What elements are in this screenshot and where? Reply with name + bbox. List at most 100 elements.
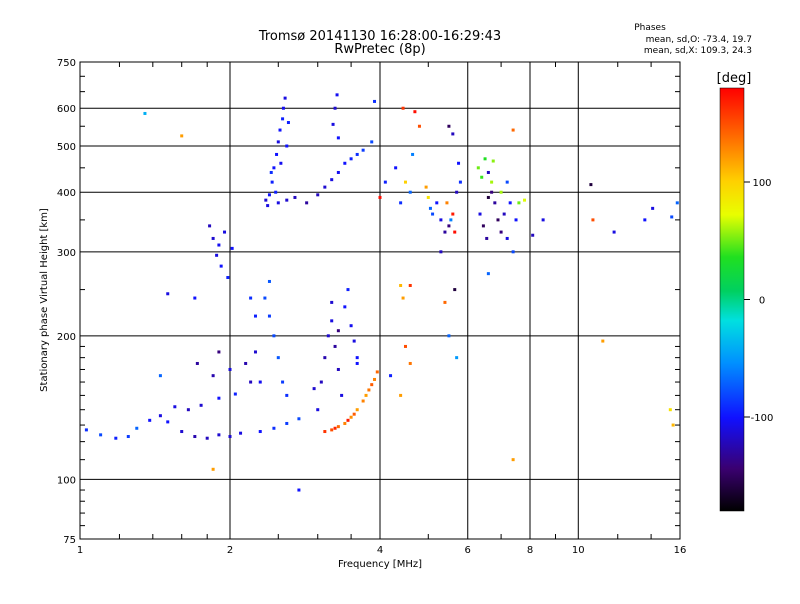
scatter-point (305, 201, 309, 205)
scatter-point (331, 122, 335, 126)
scatter-point (591, 218, 595, 222)
scatter-point (166, 420, 170, 424)
scatter-point (253, 350, 257, 354)
scatter-point (281, 380, 285, 384)
axis-ticks: 1 2 4 6 8 10 16 75 100 200 300 400 500 600 750 (57, 58, 686, 556)
scatter-point (453, 230, 457, 234)
scatter-point (346, 418, 350, 422)
scatter-point (417, 124, 421, 128)
scatter-point (228, 367, 232, 371)
scatter-point (269, 170, 273, 174)
scatter-point (326, 334, 330, 338)
scatter-point (166, 292, 170, 296)
scatter-point (394, 166, 398, 170)
scatter-point (499, 230, 503, 234)
scatter-point (340, 393, 344, 397)
scatter-point (193, 435, 197, 439)
plot-frame (79, 61, 681, 540)
scatter-point (312, 387, 316, 391)
scatter-point (439, 218, 443, 222)
scatter-point (219, 264, 223, 268)
scatter-point (186, 408, 190, 412)
scatter-point (285, 393, 289, 397)
chart-subtitle: RwPretec (8p) (334, 42, 425, 57)
scatter-point (352, 339, 356, 343)
y-tick-label: 400 (57, 188, 76, 199)
scatter-point (355, 152, 359, 156)
scatter-point (158, 374, 162, 378)
x-tick-label: 16 (674, 545, 687, 556)
scatter-point (443, 300, 447, 304)
scatter-point (443, 230, 447, 234)
scatter-point (343, 161, 347, 165)
scatter-point (335, 93, 339, 97)
scatter-point (285, 144, 289, 148)
colorbar-tick-label: 100 (752, 178, 771, 189)
scatter-point (84, 428, 88, 432)
scatter-point (323, 185, 327, 189)
scatter-point (361, 148, 365, 152)
scatter-point (375, 370, 379, 374)
scatter-point (458, 180, 462, 184)
scatter-point (148, 418, 152, 422)
scatter-point (589, 183, 593, 187)
scatter-point (346, 288, 350, 292)
scatter-point (431, 212, 435, 216)
scatter-point (408, 361, 412, 365)
scatter-point (323, 430, 327, 434)
scatter-point (173, 405, 177, 409)
scatter-point (612, 230, 616, 234)
scatter-point (447, 224, 451, 228)
stats-x-line: mean, sd,X: 109.3, 24.3 (644, 46, 752, 56)
scatter-point (486, 195, 490, 199)
scatter-point (499, 190, 503, 194)
scatter-point (403, 180, 407, 184)
scatter-point (408, 190, 412, 194)
scatter-point (180, 430, 184, 434)
scatter-point (426, 195, 430, 199)
scatter-point (330, 178, 334, 182)
scatter-point (493, 201, 497, 205)
scatter-point (413, 110, 417, 114)
scatter-point (481, 224, 485, 228)
data-points (84, 93, 679, 492)
scatter-point (217, 433, 221, 437)
scatter-point (352, 412, 356, 416)
scatter-point (355, 361, 359, 365)
scatter-point (272, 334, 276, 338)
scatter-point (244, 361, 248, 365)
x-tick-label: 2 (227, 545, 233, 556)
scatter-point (233, 392, 237, 396)
scatter-point (158, 414, 162, 418)
scatter-point (333, 344, 337, 348)
scatter-point (451, 132, 455, 136)
scatter-point (266, 204, 270, 208)
scatter-point (457, 161, 461, 165)
scatter-point (505, 180, 509, 184)
scatter-point (355, 356, 359, 360)
scatter-point (258, 430, 262, 434)
scatter-point (485, 236, 489, 240)
scatter-point (285, 198, 289, 202)
scatter-point (297, 417, 301, 421)
scatter-point (276, 356, 280, 360)
scatter-point (316, 408, 320, 412)
scatter-point (286, 121, 290, 125)
scatter-point (349, 157, 353, 161)
scatter-point (401, 296, 405, 300)
scatter-point (447, 124, 451, 128)
scatter-point (383, 180, 387, 184)
scatter-point (601, 339, 605, 343)
scatter-point (336, 329, 340, 333)
scatter-point (215, 253, 219, 257)
scatter-point (349, 415, 353, 419)
scatter-point (449, 218, 453, 222)
scatter-point (505, 236, 509, 240)
y-tick-label: 300 (57, 248, 76, 259)
scatter-point (278, 128, 282, 132)
scatter-point (193, 296, 197, 300)
grid-lines (80, 62, 680, 539)
scatter-point (274, 190, 278, 194)
scatter-point (99, 433, 103, 437)
